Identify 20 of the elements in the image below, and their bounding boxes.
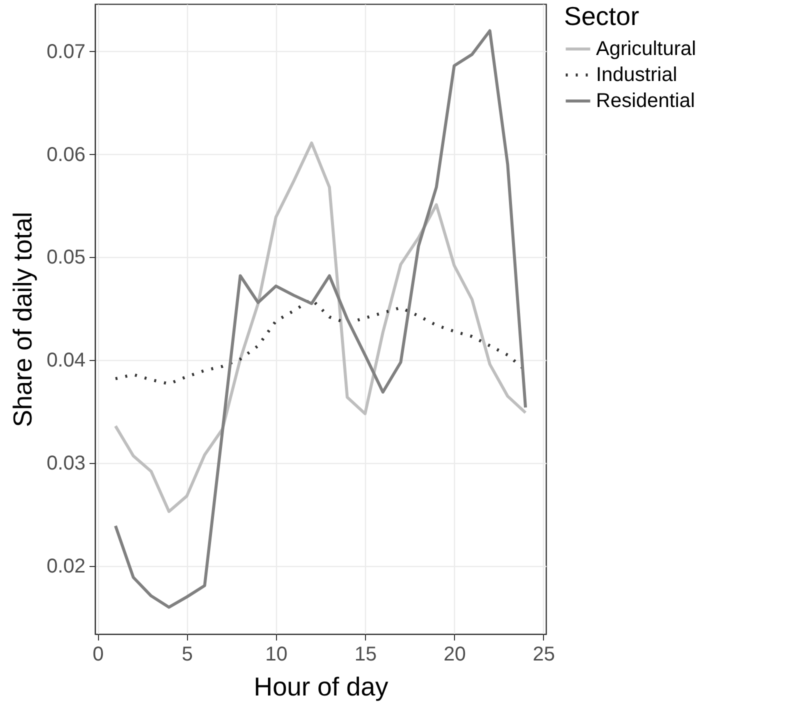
legend-label: Residential xyxy=(596,90,695,112)
y-tick-label: 0.07 xyxy=(46,40,86,63)
x-axis-title: Hour of day xyxy=(254,672,388,702)
legend-label: Agricultural xyxy=(596,38,696,60)
y-tick-label: 0.05 xyxy=(46,246,86,269)
x-tick-label: 10 xyxy=(265,644,288,666)
legend-title: Sector xyxy=(564,1,640,31)
line-series xyxy=(114,29,527,609)
y-tick-label: 0.04 xyxy=(46,350,86,372)
y-axis-title: Share of daily total xyxy=(8,212,38,428)
x-tick-label: 0 xyxy=(92,644,104,666)
line-series xyxy=(114,141,527,513)
x-tick-label: 25 xyxy=(532,644,555,666)
legend-label: Industrial xyxy=(596,64,678,86)
x-tick-label: 15 xyxy=(354,644,377,666)
y-tick-label: 0.03 xyxy=(46,452,86,475)
x-tick-label: 5 xyxy=(182,644,193,666)
x-tick-label: 20 xyxy=(444,644,466,666)
y-tick-label: 0.02 xyxy=(46,556,86,578)
y-tick-label: 0.06 xyxy=(46,144,86,166)
